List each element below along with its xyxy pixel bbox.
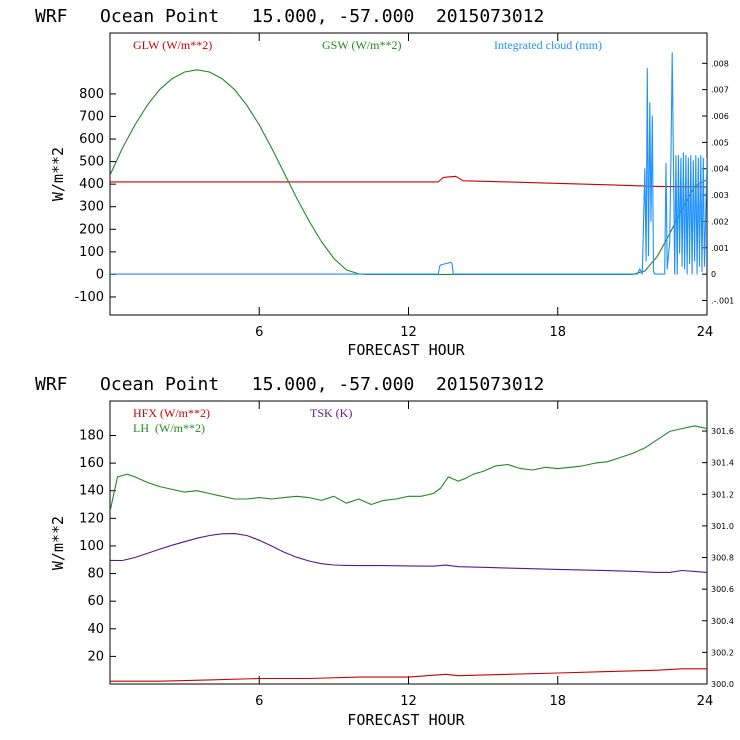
bottom-x-tick-label: 18	[549, 694, 566, 709]
top-y-tick-label: 200	[79, 222, 104, 237]
top-x-tick-label: 12	[400, 325, 417, 340]
bottom-y-tick-label: 80	[87, 567, 104, 582]
top-y2-tick-label: .005	[711, 138, 729, 147]
top-legend-glw: GLW (W/m**2)	[133, 38, 212, 52]
top-x-tick-label: 24	[697, 325, 714, 340]
top-legend-cloud: Integrated cloud (mm)	[494, 38, 602, 52]
bottom-y2-tick-label: 300.4	[711, 617, 734, 626]
bottom-plot-frame	[109, 400, 708, 685]
bottom-series-lh	[110, 425, 707, 512]
bottom-y-tick-label: 20	[87, 649, 104, 664]
top-y-tick-label: -100	[74, 290, 104, 305]
bottom-y-axis-label: W/m**2	[49, 516, 67, 570]
top-y2-tick-label: 0	[711, 270, 716, 279]
bottom-y-tick-label: 40	[87, 622, 104, 637]
top-y2-tick-label: .008	[711, 59, 729, 68]
bottom-y-tick-label: 60	[87, 594, 104, 609]
top-y2-tick-label: .-.001	[711, 297, 734, 306]
bottom-axes: 6 12 18 24 20 40 60 80 100 120 140 160 180 300.0 300.2…	[79, 401, 734, 709]
top-chart-title: WRF Ocean Point 15.000, -57.000 20150730…	[35, 6, 544, 27]
bottom-legend-lh: LH (W/m**2)	[133, 421, 205, 435]
top-y-tick-label: 100	[79, 245, 104, 260]
top-y-tick-label: 700	[79, 109, 104, 124]
bottom-legend-hfx: HFX (W/m**2)	[133, 406, 210, 420]
bottom-chart: WRF Ocean Point 15.000, -57.000 20150730…	[35, 374, 734, 729]
top-y-tick-label: 0	[96, 267, 104, 282]
bottom-x-tick-label: 24	[697, 694, 714, 709]
top-chart: WRF Ocean Point 15.000, -57.000 20150730…	[35, 6, 734, 359]
bottom-y2-tick-label: 301.6	[711, 427, 734, 436]
top-y-tick-label: 400	[79, 177, 104, 192]
bottom-y2-tick-label: 300.0	[711, 680, 734, 689]
top-series-gsw	[110, 69, 707, 275]
bottom-y2-tick-label: 301.4	[711, 459, 734, 468]
top-y2-tick-label: .004	[711, 165, 729, 174]
top-y2-tick-label: .006	[711, 112, 729, 121]
top-y-axis-label: W/m**2	[49, 147, 67, 201]
bottom-y-tick-label: 120	[79, 511, 104, 526]
top-y2-tick-label: .001	[711, 244, 729, 253]
bottom-series-group	[110, 425, 707, 682]
top-legend-gsw: GSW (W/m**2)	[322, 38, 401, 52]
top-y-tick-label: 600	[79, 132, 104, 147]
top-y-tick-label: 800	[79, 87, 104, 102]
bottom-y2-tick-label: 300.8	[711, 554, 734, 563]
bottom-legend-tsk: TSK (K)	[310, 406, 352, 420]
top-y2-tick-label: .002	[711, 217, 729, 226]
bottom-y-tick-label: 180	[79, 429, 104, 444]
top-axes: 6 12 18 24 -100 0 100 200 300 400 500 600 700 800 .-.0…	[74, 33, 734, 340]
bottom-y-tick-label: 100	[79, 539, 104, 554]
bottom-series-hfx	[110, 668, 707, 682]
bottom-y2-tick-label: 300.2	[711, 648, 734, 657]
bottom-y2-tick-label: 301.2	[711, 490, 734, 499]
bottom-y2-tick-label: 301.0	[711, 522, 734, 531]
top-plot-frame	[109, 32, 708, 316]
top-series-group	[110, 52, 707, 275]
bottom-x-tick-label: 6	[255, 694, 263, 709]
top-x-tick-label: 6	[255, 325, 263, 340]
bottom-series-tsk	[110, 533, 707, 573]
top-series-glw	[110, 175, 707, 188]
top-x-tick-label: 18	[549, 325, 566, 340]
top-y2-tick-label: .007	[711, 86, 729, 95]
bottom-x-tick-label: 12	[400, 694, 417, 709]
bottom-y-tick-label: 160	[79, 456, 104, 471]
top-y-tick-label: 300	[79, 200, 104, 215]
bottom-x-axis-label: FORECAST HOUR	[347, 711, 465, 729]
top-y2-tick-label: .003	[711, 191, 729, 200]
bottom-y-tick-label: 140	[79, 484, 104, 499]
top-series-integrated-cloud	[110, 52, 707, 275]
bottom-chart-title: WRF Ocean Point 15.000, -57.000 20150730…	[35, 374, 544, 395]
top-x-axis-label: FORECAST HOUR	[347, 341, 465, 359]
bottom-y2-tick-label: 300.6	[711, 585, 734, 594]
top-y-tick-label: 500	[79, 155, 104, 170]
